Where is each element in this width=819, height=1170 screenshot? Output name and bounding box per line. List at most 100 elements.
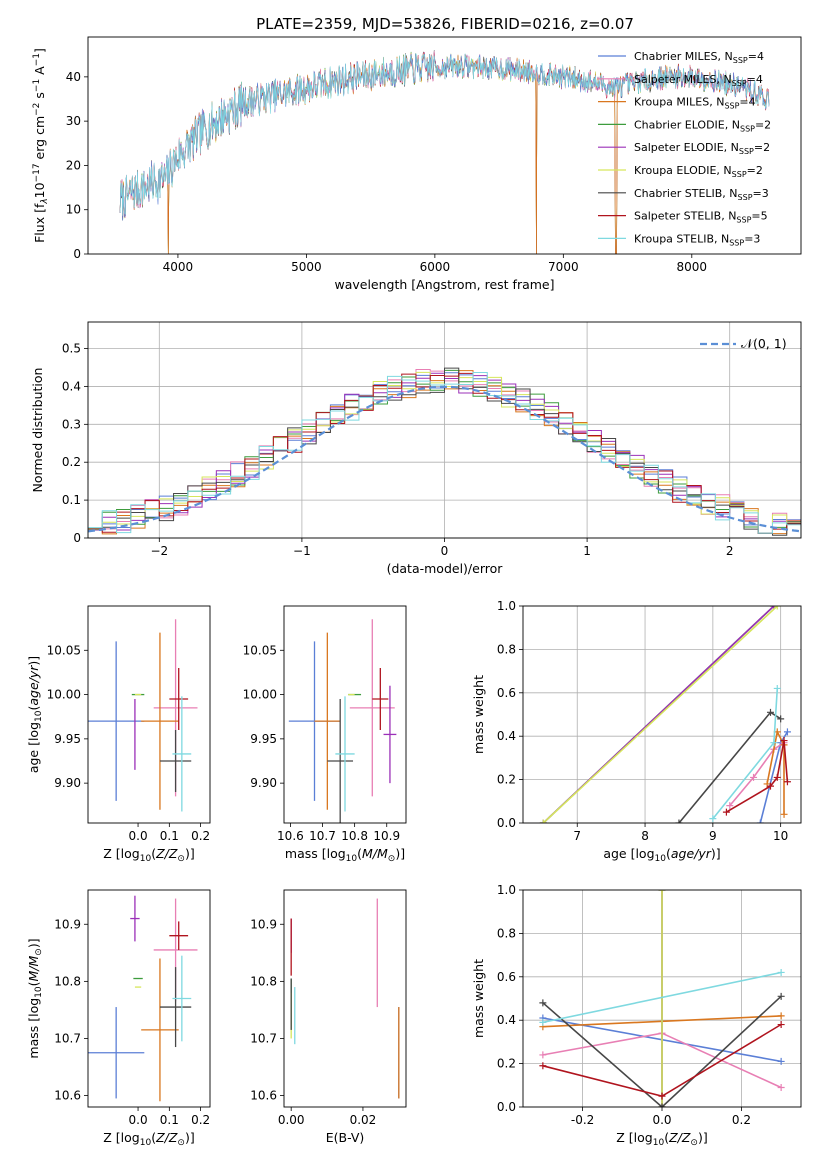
weight_vs_Z-line-6 xyxy=(542,995,782,1107)
age_vs_mass-errorbar-8 xyxy=(335,696,355,812)
mass_vs_Z-xtick-label: 0.0 xyxy=(129,1113,148,1127)
residual-hist-8 xyxy=(88,372,801,538)
mass_vs_Z-ytick-label: 10.8 xyxy=(54,974,81,988)
mass_vs_ebv-ytick-label: 10.7 xyxy=(250,1031,277,1045)
weight_vs_age-marker-6-0 xyxy=(675,819,683,823)
weight_vs_Z-xtick-label: -0.2 xyxy=(571,1113,594,1127)
weight_vs_age-marker-0-2 xyxy=(783,728,791,736)
page-title: PLATE=2359, MJD=53826, FIBERID=0216, z=0… xyxy=(256,15,634,33)
age_vs_Z-ytick-label: 9.90 xyxy=(54,776,81,790)
age_vs_Z-xtick-label: 0.0 xyxy=(129,829,148,843)
weight_vs_age-xtick-label: 9 xyxy=(709,829,717,843)
weight_vs_Z-ytick-label: 0.6 xyxy=(497,970,516,984)
weight_vs_Z-marker-1-2 xyxy=(777,1083,785,1091)
weight_vs_age-ytick-label: 0.2 xyxy=(497,773,516,787)
legend-label-8: Kroupa STELIB, NSSP=3 xyxy=(634,232,760,247)
weight_vs_age-axes: 7 8 9 10 0.0 0.2 0.4 0.6 0.8 1.0 xyxy=(497,599,801,843)
weight_vs_age-ytick-label: 0.6 xyxy=(497,686,516,700)
weight_vs_Z-marker-8-1 xyxy=(777,968,785,976)
legend-label-2: Kroupa MILES, NSSP=4 xyxy=(634,96,756,111)
weight_vs_Z-ytick-label: 0.8 xyxy=(497,926,516,940)
mass_vs_Z-xlabel: Z [log10(Z/Z⊙)] xyxy=(103,1130,194,1148)
weight_vs_age-marker-6-2 xyxy=(777,715,785,723)
spectrum-ytick-label: 40 xyxy=(66,70,81,84)
mass_vs_ebv-axes: 0.00 0.02 10.6 10.7 10.8 10.9 xyxy=(250,917,376,1127)
mass_vs_Z-errorbar-6 xyxy=(159,967,192,1048)
age_vs_Z-errorbar-0 xyxy=(88,641,145,801)
weight_vs_age-ytick-label: 0.8 xyxy=(497,642,516,656)
age_vs_mass-ytick-label: 9.90 xyxy=(250,776,277,790)
mass_vs_Z-ytick-label: 10.9 xyxy=(54,917,81,931)
residuals-frame xyxy=(87,321,802,539)
weight_vs_age-series-6 xyxy=(675,708,785,823)
weight_vs_age-marker-7-4 xyxy=(783,778,791,786)
weight_vs_age-ytick-label: 0.0 xyxy=(497,816,516,830)
mass_vs_Z-errorbar-7 xyxy=(169,921,189,950)
mass_vs_Z-plot-area xyxy=(88,895,198,1102)
age_vs_Z-axes: 0.0 0.1 0.2 9.90 9.95 10.00 10.05 xyxy=(47,643,211,843)
weight_vs_age-plot-area xyxy=(539,606,791,823)
legend-label-1: Salpeter MILES, NSSP=4 xyxy=(634,73,763,88)
weight_vs_age-line-2 xyxy=(766,729,785,815)
residuals-xlabel: (data-model)/error xyxy=(387,561,504,576)
spectrum-xtick-label: 6000 xyxy=(420,260,451,274)
weight_vs_age-marker-7-2 xyxy=(773,773,781,781)
weight_vs_Z-series-7 xyxy=(539,1021,785,1100)
weight_vs_age-frame xyxy=(522,605,802,824)
weight_vs_age-line-8 xyxy=(712,688,779,820)
mass_vs_Z-ytick-label: 10.6 xyxy=(54,1089,81,1103)
weight_vs_Z-marker-7-1 xyxy=(658,1092,666,1100)
weight_vs_Z-marker-7-0 xyxy=(539,1062,547,1070)
residuals-xtick-label: −1 xyxy=(293,544,311,558)
spectrum-axes: 4000 5000 6000 7000 8000 0 10 20 30 40 xyxy=(66,70,707,274)
age_vs_Z-xtick-label: 0.1 xyxy=(160,829,179,843)
residuals-ytick-label: 0.2 xyxy=(62,455,81,469)
mass_vs_ebv-plot-area xyxy=(290,898,400,1099)
weight_vs_age-xtick-label: 10 xyxy=(773,829,788,843)
age_vs_Z-errorbar-7 xyxy=(169,668,189,730)
mass_vs_Z-axes: 0.0 0.1 0.2 10.6 10.7 10.8 10.9 xyxy=(54,917,210,1127)
weight_vs_Z-ylabel: mass weight xyxy=(471,959,486,1038)
mass_vs_ebv-xtick-label: 0.02 xyxy=(350,1113,377,1127)
spectrum-xtick-label: 8000 xyxy=(677,260,708,274)
age_vs_mass-errorbar-2 xyxy=(314,632,341,810)
age_vs_Z-xlabel: Z [log10(Z/Z⊙)] xyxy=(103,846,194,864)
residuals-xtick-label: 0 xyxy=(441,544,449,558)
weight_vs_age-marker-6-1 xyxy=(766,708,774,716)
weight_vs_age-marker-1-0 xyxy=(726,802,734,810)
weight_vs_age-marker-8-2 xyxy=(773,684,781,692)
weight_vs_age-xtick-label: 8 xyxy=(641,829,649,843)
weight_vs_age-line-1 xyxy=(729,742,785,807)
legend-label-7: Salpeter STELIB, NSSP=5 xyxy=(634,210,768,225)
age_vs_Z-ylabel: age [log10(age/yr)] xyxy=(26,656,44,773)
weight_vs_age-marker-7-0 xyxy=(722,808,730,816)
weight_vs_age-marker-5-1 xyxy=(773,606,781,610)
weight_vs_Z-marker-2-1 xyxy=(777,1012,785,1020)
residuals-xtick-label: 1 xyxy=(583,544,591,558)
weight_vs_age-marker-8-1 xyxy=(770,739,778,747)
age_vs_mass-errorbar-7 xyxy=(372,668,389,730)
weight_vs_Z-ytick-label: 0.0 xyxy=(497,1100,516,1114)
weight_vs_Z-plot-area xyxy=(539,890,785,1107)
spectrum-ylabel: Flux [fλ10−17 erg cm−2 s−1 A−1] xyxy=(32,48,50,243)
spectrum-legend: Chabrier MILES, NSSP=4 Salpeter MILES, NS… xyxy=(598,50,771,247)
mass_vs_Z-xtick-label: 0.2 xyxy=(191,1113,210,1127)
normal-reference-curve xyxy=(88,385,801,533)
weight_vs_Z-ytick-label: 1.0 xyxy=(497,883,516,897)
age_vs_Z-frame xyxy=(87,605,211,824)
residuals-ytick-label: 0.1 xyxy=(62,493,81,507)
age_vs_mass-xtick-label: 10.9 xyxy=(373,829,400,843)
weight_vs_age-xtick-label: 7 xyxy=(573,829,581,843)
legend-label-4: Salpeter ELODIE, NSSP=2 xyxy=(634,141,770,156)
weight_vs_Z-series-6 xyxy=(539,992,785,1107)
age_vs_mass-xtick-label: 10.8 xyxy=(341,829,368,843)
age_vs_Z-errorbar-6 xyxy=(159,730,192,792)
age_vs_mass-errorbar-1 xyxy=(349,619,395,797)
weight_vs_age-marker-5-0 xyxy=(539,819,547,823)
legend-label-6: Chabrier STELIB, NSSP=3 xyxy=(634,187,769,202)
weight_vs_age-marker-7-3 xyxy=(780,737,788,745)
residuals-ytick-label: 0.5 xyxy=(62,342,81,356)
mass_vs_ebv-xtick-label: 0.00 xyxy=(278,1113,305,1127)
weight_vs_age-marker-7-1 xyxy=(766,782,774,790)
weight_vs_Z-ytick-label: 0.4 xyxy=(497,1013,516,1027)
